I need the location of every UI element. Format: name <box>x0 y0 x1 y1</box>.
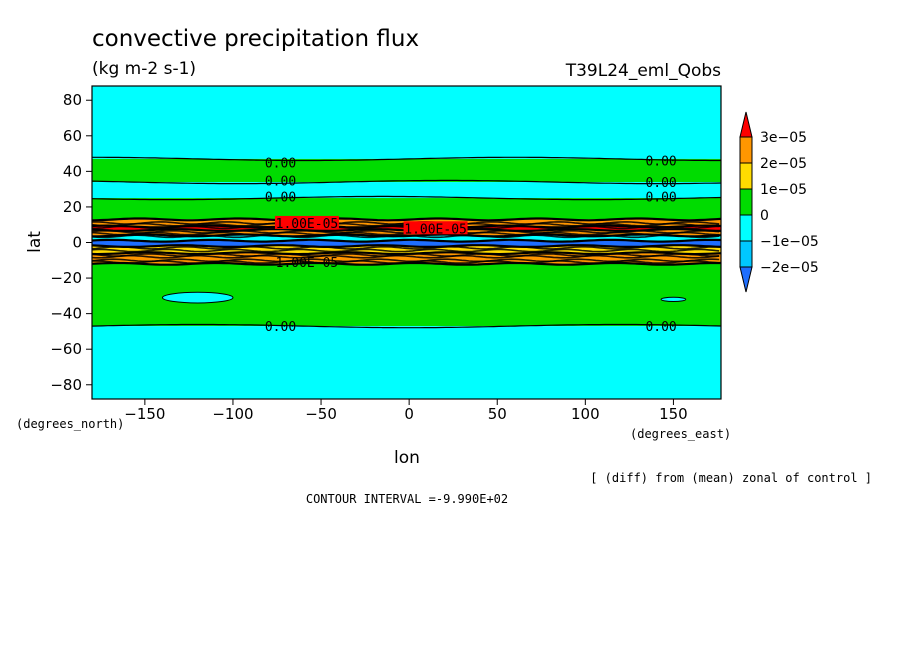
colorbar-segment-5 <box>739 136 753 164</box>
colorbar-label-4: −1e−05 <box>760 234 819 250</box>
contour-line-layer <box>91 156 722 329</box>
y-tick-label-7: −60 <box>50 340 82 358</box>
tropical-contour-7 <box>91 248 720 253</box>
shading-band-2 <box>92 182 721 199</box>
x-tick-label-0: −150 <box>124 405 165 423</box>
y-tick-label-5: −20 <box>50 269 82 287</box>
contour-label-10: 0.00 <box>645 320 676 335</box>
colorbar-segment-3 <box>739 188 753 216</box>
y-tick-label-4: 0 <box>72 234 82 252</box>
contour-label-9: 0.00 <box>265 320 296 335</box>
y-tick-label-2: 40 <box>63 162 82 180</box>
contour-line-2 <box>91 195 722 201</box>
contour-label-layer: 0.00 0.000.00 0.000.00 0.001.00E-05 1.00E-05… <box>265 155 677 335</box>
y-axis-ticks: 80 60 40 20 0 −20 −40 −60 −80 <box>50 91 92 394</box>
contour-interval: CONTOUR INTERVAL =-9.990E+02 <box>306 492 508 506</box>
y-tick-label-3: 20 <box>63 198 82 216</box>
shading-band-0 <box>92 86 721 159</box>
contour-label-7: 1.00E-05 <box>404 222 467 237</box>
y-tick-label-6: −40 <box>50 305 82 323</box>
contour-line-3 <box>91 217 722 222</box>
x-unit-label: (degrees_east) <box>630 427 731 441</box>
colorbar-label-2: 1e−05 <box>760 182 807 198</box>
x-axis-label: lon <box>394 448 420 468</box>
tropical-contour-9 <box>91 254 720 259</box>
note-text: [ (diff) from (mean) zonal of control ] <box>590 471 872 485</box>
y-tick-label-8: −80 <box>50 376 82 394</box>
anomaly-patch-1 <box>660 296 687 303</box>
y-tick-label-0: 80 <box>63 91 82 109</box>
x-axis-ticks: −150 −100 −50 0 50 100 150 <box>124 399 688 423</box>
shading-band-10 <box>92 253 721 264</box>
contour-label-2: 0.00 <box>265 174 296 189</box>
y-axis-label: lat <box>25 231 45 253</box>
shading-band-1 <box>92 158 721 183</box>
contour-label-0: 0.00 <box>265 156 296 171</box>
colorbar-segment-1 <box>739 240 753 268</box>
x-tick-label-3: 0 <box>404 405 414 423</box>
chart-units: (kg m-2 s-1) <box>92 59 196 79</box>
contour-label-bg-7 <box>403 221 468 235</box>
colorbar-segment-bottom <box>739 266 753 293</box>
x-tick-label-1: −100 <box>212 405 253 423</box>
contour-label-bg-6 <box>274 215 339 229</box>
contour-label-1: 0.00 <box>645 155 676 170</box>
colorbar-segment-4 <box>739 162 753 190</box>
tropical-contour-6 <box>91 246 720 250</box>
x-tick-label-6: 150 <box>659 405 688 423</box>
colorbar-label-5: −2e−05 <box>760 260 819 276</box>
contour-label-5: 0.00 <box>645 190 676 205</box>
shading-band-8 <box>92 240 721 247</box>
experiment-label: T39L24_eml_Qobs <box>565 61 721 81</box>
contour-line-11 <box>91 323 722 329</box>
colorbar-label-0: 3e−05 <box>760 130 807 146</box>
contour-label-3: 0.00 <box>645 176 676 191</box>
contour-line-0 <box>92 156 721 162</box>
contour-line-7 <box>91 238 722 243</box>
contour-label-6: 1.00E-05 <box>276 217 339 232</box>
contour-label-4: 0.00 <box>265 190 296 205</box>
y-tick-label-1: 60 <box>63 127 82 145</box>
y-unit-label: (degrees_north) <box>16 417 124 431</box>
shading-band-9 <box>92 246 721 254</box>
shading-band-7 <box>92 235 721 241</box>
tropical-contour-5 <box>91 234 720 239</box>
colorbar: 3e−05 2e−05 1e−05 0 −1e−05 −2e−05 <box>739 111 819 293</box>
colorbar-segment-top <box>739 111 753 138</box>
x-tick-label-2: −50 <box>305 405 337 423</box>
tropical-contour-11 <box>92 260 720 264</box>
contour-label-8: 1.00E-05 <box>276 256 339 271</box>
contour-line-1 <box>91 179 722 185</box>
plot-fill-layer <box>92 86 721 399</box>
chart-title: convective precipitation flux <box>92 26 419 52</box>
colorbar-segment-2 <box>739 214 753 242</box>
shading-band-12 <box>92 326 721 399</box>
x-tick-label-4: 50 <box>488 405 507 423</box>
contour-line-8 <box>91 244 722 248</box>
colorbar-label-1: 2e−05 <box>760 156 807 172</box>
x-tick-label-5: 100 <box>571 405 600 423</box>
colorbar-label-3: 0 <box>760 208 769 224</box>
shading-band-3 <box>92 198 721 220</box>
anomaly-patch-0 <box>161 291 234 304</box>
